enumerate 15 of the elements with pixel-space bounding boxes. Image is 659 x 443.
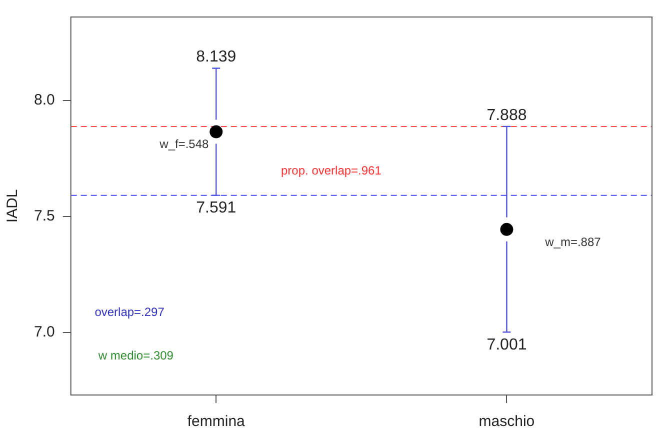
annotation: 7.591 [196, 200, 236, 217]
y-axis-title: IADL [4, 189, 22, 223]
y-tick-label: 8.0 [34, 92, 55, 109]
annotation: 8.139 [196, 48, 236, 66]
annotation: w_m=.887 [544, 234, 602, 249]
y-tick-label: 7.0 [34, 324, 55, 341]
annotation: 7.001 [486, 336, 527, 354]
annotation: prop. overlap=.961 [281, 164, 382, 178]
x-tick-label: maschio [478, 413, 535, 430]
annotation: overlap=.297 [94, 304, 165, 319]
y-tick-label: 7.5 [34, 208, 55, 225]
annotation: w medio=.309 [97, 348, 174, 362]
x-tick-label: femmina [187, 413, 246, 430]
annotation: 7.888 [486, 106, 527, 124]
annotation: w_f=.548 [158, 137, 210, 152]
